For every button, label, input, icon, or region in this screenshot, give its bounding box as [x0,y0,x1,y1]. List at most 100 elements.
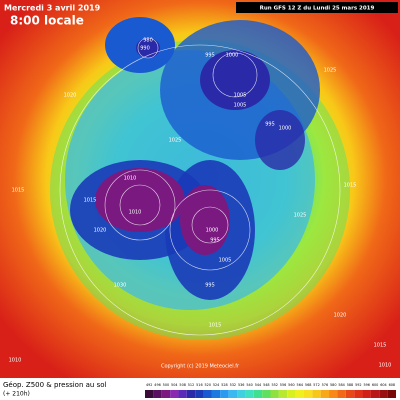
colorbar-swatch [186,390,196,398]
copyright: Copyright (c) 2019 Meteociel.fr [161,364,240,370]
colorbar-tick: 572 [313,383,319,387]
colorbar-swatch [262,390,271,398]
colorbar-swatch [211,390,221,398]
pressure-label: 995 [210,238,220,244]
colorbar-tick: 500 [163,383,169,387]
pressure-label: 1020 [334,313,347,319]
colorbar-tick: 568 [305,383,311,387]
colorbar-tick: 540 [246,383,252,387]
colorbar-tick: 560 [288,383,294,387]
colorbar-tick: 504 [171,383,177,387]
colorbar-tick: 584 [338,383,344,387]
pressure-label: 980 [143,38,153,44]
colorbar: 492 496 500 504 508 512 516 520 524 528 532 536 540 5… [145,383,396,398]
colorbar-swatch [329,390,338,398]
pressure-labels: 980 990 1000 995 1005 1000 995 1005 1010… [9,38,392,369]
colorbar-swatch [228,390,238,398]
pressure-label: 1000 [206,228,219,234]
pressure-label: 1000 [226,53,239,59]
pressure-label: 1005 [234,103,247,109]
colorbar-tick: 524 [213,383,219,387]
colorbar-tick: 592 [355,383,361,387]
pressure-label: 1005 [234,93,247,99]
pressure-label: 1030 [114,283,127,289]
colorbar-swatch [320,390,330,398]
colorbar-swatch [303,390,313,398]
pressure-label: 995 [205,283,215,289]
pressure-label: 1000 [279,126,292,132]
colorbar-swatch [287,390,296,398]
colorbar-tick: 548 [263,383,269,387]
pressure-label: 1005 [219,258,232,264]
colorbar-tick: 596 [363,383,369,387]
colorbar-tick: 552 [271,383,277,387]
pressure-label: 1025 [294,213,307,219]
pressure-label: 1015 [374,343,387,349]
run-box [236,2,398,13]
colorbar-tick: 544 [255,383,261,387]
colorbar-swatch [237,390,246,398]
pressure-label: 1015 [12,188,25,194]
colorbar-tick: 580 [330,383,336,387]
pressure-label: 1025 [324,68,337,74]
isobars [59,37,341,336]
colorbar-swatch [178,390,187,398]
colorbar-tick: 520 [205,383,211,387]
pressure-label: 1025 [169,138,182,144]
footer-title: Géop. Z500 & pression au sol [3,381,107,389]
colorbar-tick: 588 [347,383,353,387]
pressure-label: 1010 [129,210,142,216]
pressure-label: 990 [140,46,150,52]
colorbar-swatch [295,390,304,398]
colorbar-swatch [245,390,254,398]
colorbar-swatch [354,390,363,398]
colorbar-swatch [145,390,154,398]
colorbar-tick: 536 [238,383,244,387]
colorbar-tick: 604 [380,383,386,387]
colorbar-tick: 528 [221,383,227,387]
colorbar-swatch [220,390,229,398]
pressure-label: 1010 [9,358,22,364]
colorbar-tick: 492 [146,383,152,387]
pressure-label: 995 [205,53,215,59]
colorbar-swatch [170,390,179,398]
colorbar-tick: 512 [188,383,194,387]
geopotential-fields [50,17,350,340]
colorbar-swatch [345,390,355,398]
pressure-label: 1015 [84,198,97,204]
colorbar-swatch [153,390,162,398]
pressure-label: 995 [265,122,275,128]
colorbar-swatch [161,390,171,398]
colorbar-swatch [370,390,380,398]
colorbar-swatch [387,390,396,398]
colorbar-tick: 608 [389,383,395,387]
pressure-label: 1020 [64,93,77,99]
colorbar-swatch [195,390,204,398]
forecast-time: 8:00 locale [10,14,84,28]
pressure-label: 1010 [379,363,392,369]
colorbar-tick: 600 [372,383,378,387]
colorbar-swatch [379,390,388,398]
footer-lead: (+ 210h) [3,391,30,398]
colorbar-tick: 508 [179,383,185,387]
colorbar-swatch [253,390,263,398]
forecast-date: Mercredi 3 avril 2019 [4,4,101,13]
colorbar-swatch [270,390,279,398]
colorbar-swatch [337,390,346,398]
colorbar-tick: 556 [280,383,286,387]
colorbar-tick: 532 [230,383,236,387]
colorbar-tick: 576 [322,383,328,387]
pressure-label: 1010 [124,176,137,182]
pressure-label: 1015 [344,183,357,189]
colorbar-tick: 564 [297,383,303,387]
colorbar-swatch [203,390,212,398]
colorbar-tick: 516 [196,383,202,387]
colorbar-tick: 496 [154,383,160,387]
colorbar-swatch [362,390,371,398]
colorbar-swatch [278,390,288,398]
run-info: Run GFS 12 Z du Lundi 25 mars 2019 [260,6,375,12]
pressure-label: 1020 [94,228,107,234]
pressure-label: 1015 [209,323,222,329]
colorbar-swatch [312,390,321,398]
